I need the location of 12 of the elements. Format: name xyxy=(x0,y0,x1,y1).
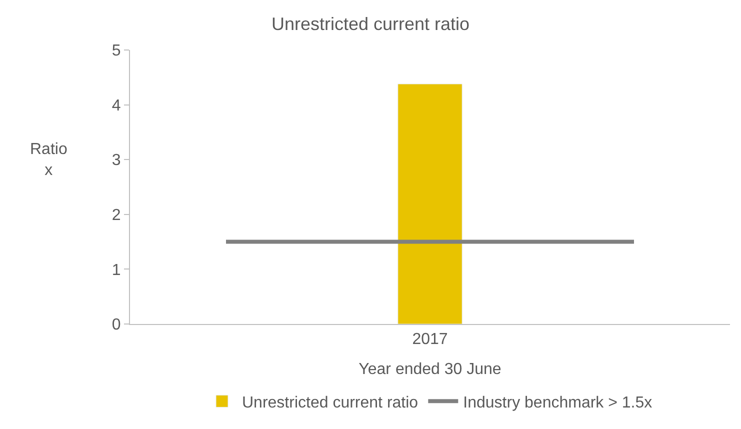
x-tick-label: 2017 xyxy=(412,331,448,348)
y-axis-title: Ratio x xyxy=(30,141,68,179)
y-tick-label: 1 xyxy=(112,262,121,279)
legend-label: Unrestricted current ratio xyxy=(242,394,418,412)
chart-title: Unrestricted current ratio xyxy=(271,14,470,34)
y-tick-label: 5 xyxy=(112,42,121,60)
y-tick-label: 4 xyxy=(112,97,121,114)
y-tick-label: 0 xyxy=(112,316,121,334)
y-tick-label: 3 xyxy=(112,152,121,170)
x-axis-title: Year ended 30 June xyxy=(358,360,502,378)
y-tick-label: 2 xyxy=(112,207,121,224)
legend-label: Industry benchmark > 1.5x xyxy=(463,394,652,412)
